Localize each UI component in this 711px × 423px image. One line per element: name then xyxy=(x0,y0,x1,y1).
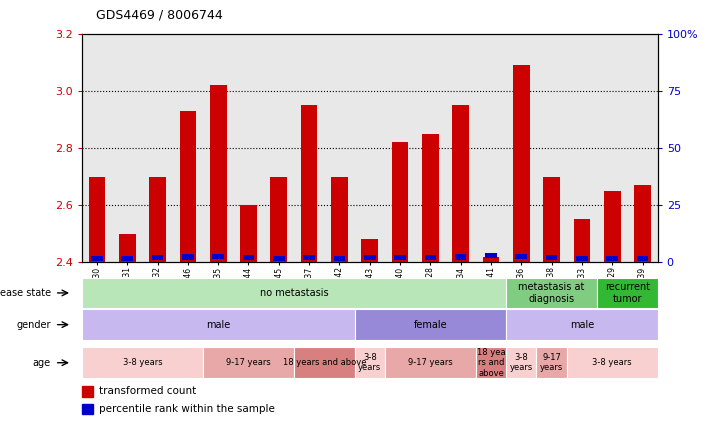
Text: age: age xyxy=(33,358,51,368)
Bar xyxy=(82,278,506,308)
Text: 9-17 years: 9-17 years xyxy=(226,358,271,367)
Bar xyxy=(122,256,133,261)
Bar xyxy=(182,255,193,260)
Bar xyxy=(273,255,284,261)
Text: 9-17 years: 9-17 years xyxy=(408,358,453,367)
Bar xyxy=(455,255,466,260)
Bar xyxy=(294,348,355,378)
Bar xyxy=(331,176,348,262)
Bar xyxy=(355,348,385,378)
Bar xyxy=(364,255,375,260)
Text: GDS4469 / 8006744: GDS4469 / 8006744 xyxy=(96,8,223,21)
Bar xyxy=(242,255,255,260)
Text: female: female xyxy=(414,320,447,330)
Bar xyxy=(424,255,436,260)
Bar xyxy=(361,239,378,262)
Bar xyxy=(270,176,287,262)
Text: 3-8 years: 3-8 years xyxy=(592,358,632,367)
Bar xyxy=(203,348,294,378)
Bar xyxy=(536,348,567,378)
Text: 3-8 years: 3-8 years xyxy=(122,358,162,367)
Bar xyxy=(636,255,648,261)
Text: disease state: disease state xyxy=(0,288,51,298)
Bar xyxy=(89,176,105,262)
Text: 3-8
years: 3-8 years xyxy=(510,353,533,372)
Text: transformed count: transformed count xyxy=(100,386,197,396)
Text: metastasis at
diagnosis: metastasis at diagnosis xyxy=(518,282,584,304)
Bar xyxy=(82,310,355,340)
Bar xyxy=(606,255,618,261)
Text: 18 years and above: 18 years and above xyxy=(282,358,366,367)
Bar xyxy=(476,348,506,378)
Bar xyxy=(506,348,536,378)
Bar xyxy=(301,105,317,262)
Bar xyxy=(355,310,506,340)
Text: male: male xyxy=(206,320,230,330)
Bar xyxy=(82,386,93,397)
Bar xyxy=(240,205,257,262)
Bar xyxy=(485,253,497,258)
Bar xyxy=(483,256,499,262)
Bar xyxy=(543,176,560,262)
Text: gender: gender xyxy=(16,320,51,330)
Bar xyxy=(179,111,196,262)
Bar xyxy=(574,220,590,262)
Bar xyxy=(392,143,408,262)
Bar xyxy=(506,310,658,340)
Text: percentile rank within the sample: percentile rank within the sample xyxy=(100,404,275,414)
Bar xyxy=(333,255,346,261)
Bar xyxy=(576,256,588,261)
Bar xyxy=(82,348,203,378)
Bar xyxy=(394,255,406,260)
Text: 3-8
years: 3-8 years xyxy=(358,353,381,372)
Bar xyxy=(513,65,530,262)
Bar xyxy=(210,85,227,262)
Bar xyxy=(506,278,597,308)
Bar xyxy=(304,255,315,260)
Bar xyxy=(213,254,224,259)
Bar xyxy=(422,134,439,262)
Bar xyxy=(91,255,103,261)
Bar xyxy=(597,278,658,308)
Bar xyxy=(567,348,658,378)
Text: 18 yea
rs and
above: 18 yea rs and above xyxy=(476,348,506,378)
Text: 9-17
years: 9-17 years xyxy=(540,353,563,372)
Text: recurrent
tumor: recurrent tumor xyxy=(605,282,650,304)
Bar xyxy=(151,255,164,260)
Bar xyxy=(119,233,136,262)
Bar xyxy=(385,348,476,378)
Bar xyxy=(515,254,527,259)
Bar xyxy=(634,185,651,262)
Bar xyxy=(604,191,621,262)
Bar xyxy=(452,105,469,262)
Bar xyxy=(149,176,166,262)
Text: male: male xyxy=(570,320,594,330)
Bar xyxy=(546,255,557,260)
Text: no metastasis: no metastasis xyxy=(260,288,328,298)
Bar xyxy=(82,404,93,414)
